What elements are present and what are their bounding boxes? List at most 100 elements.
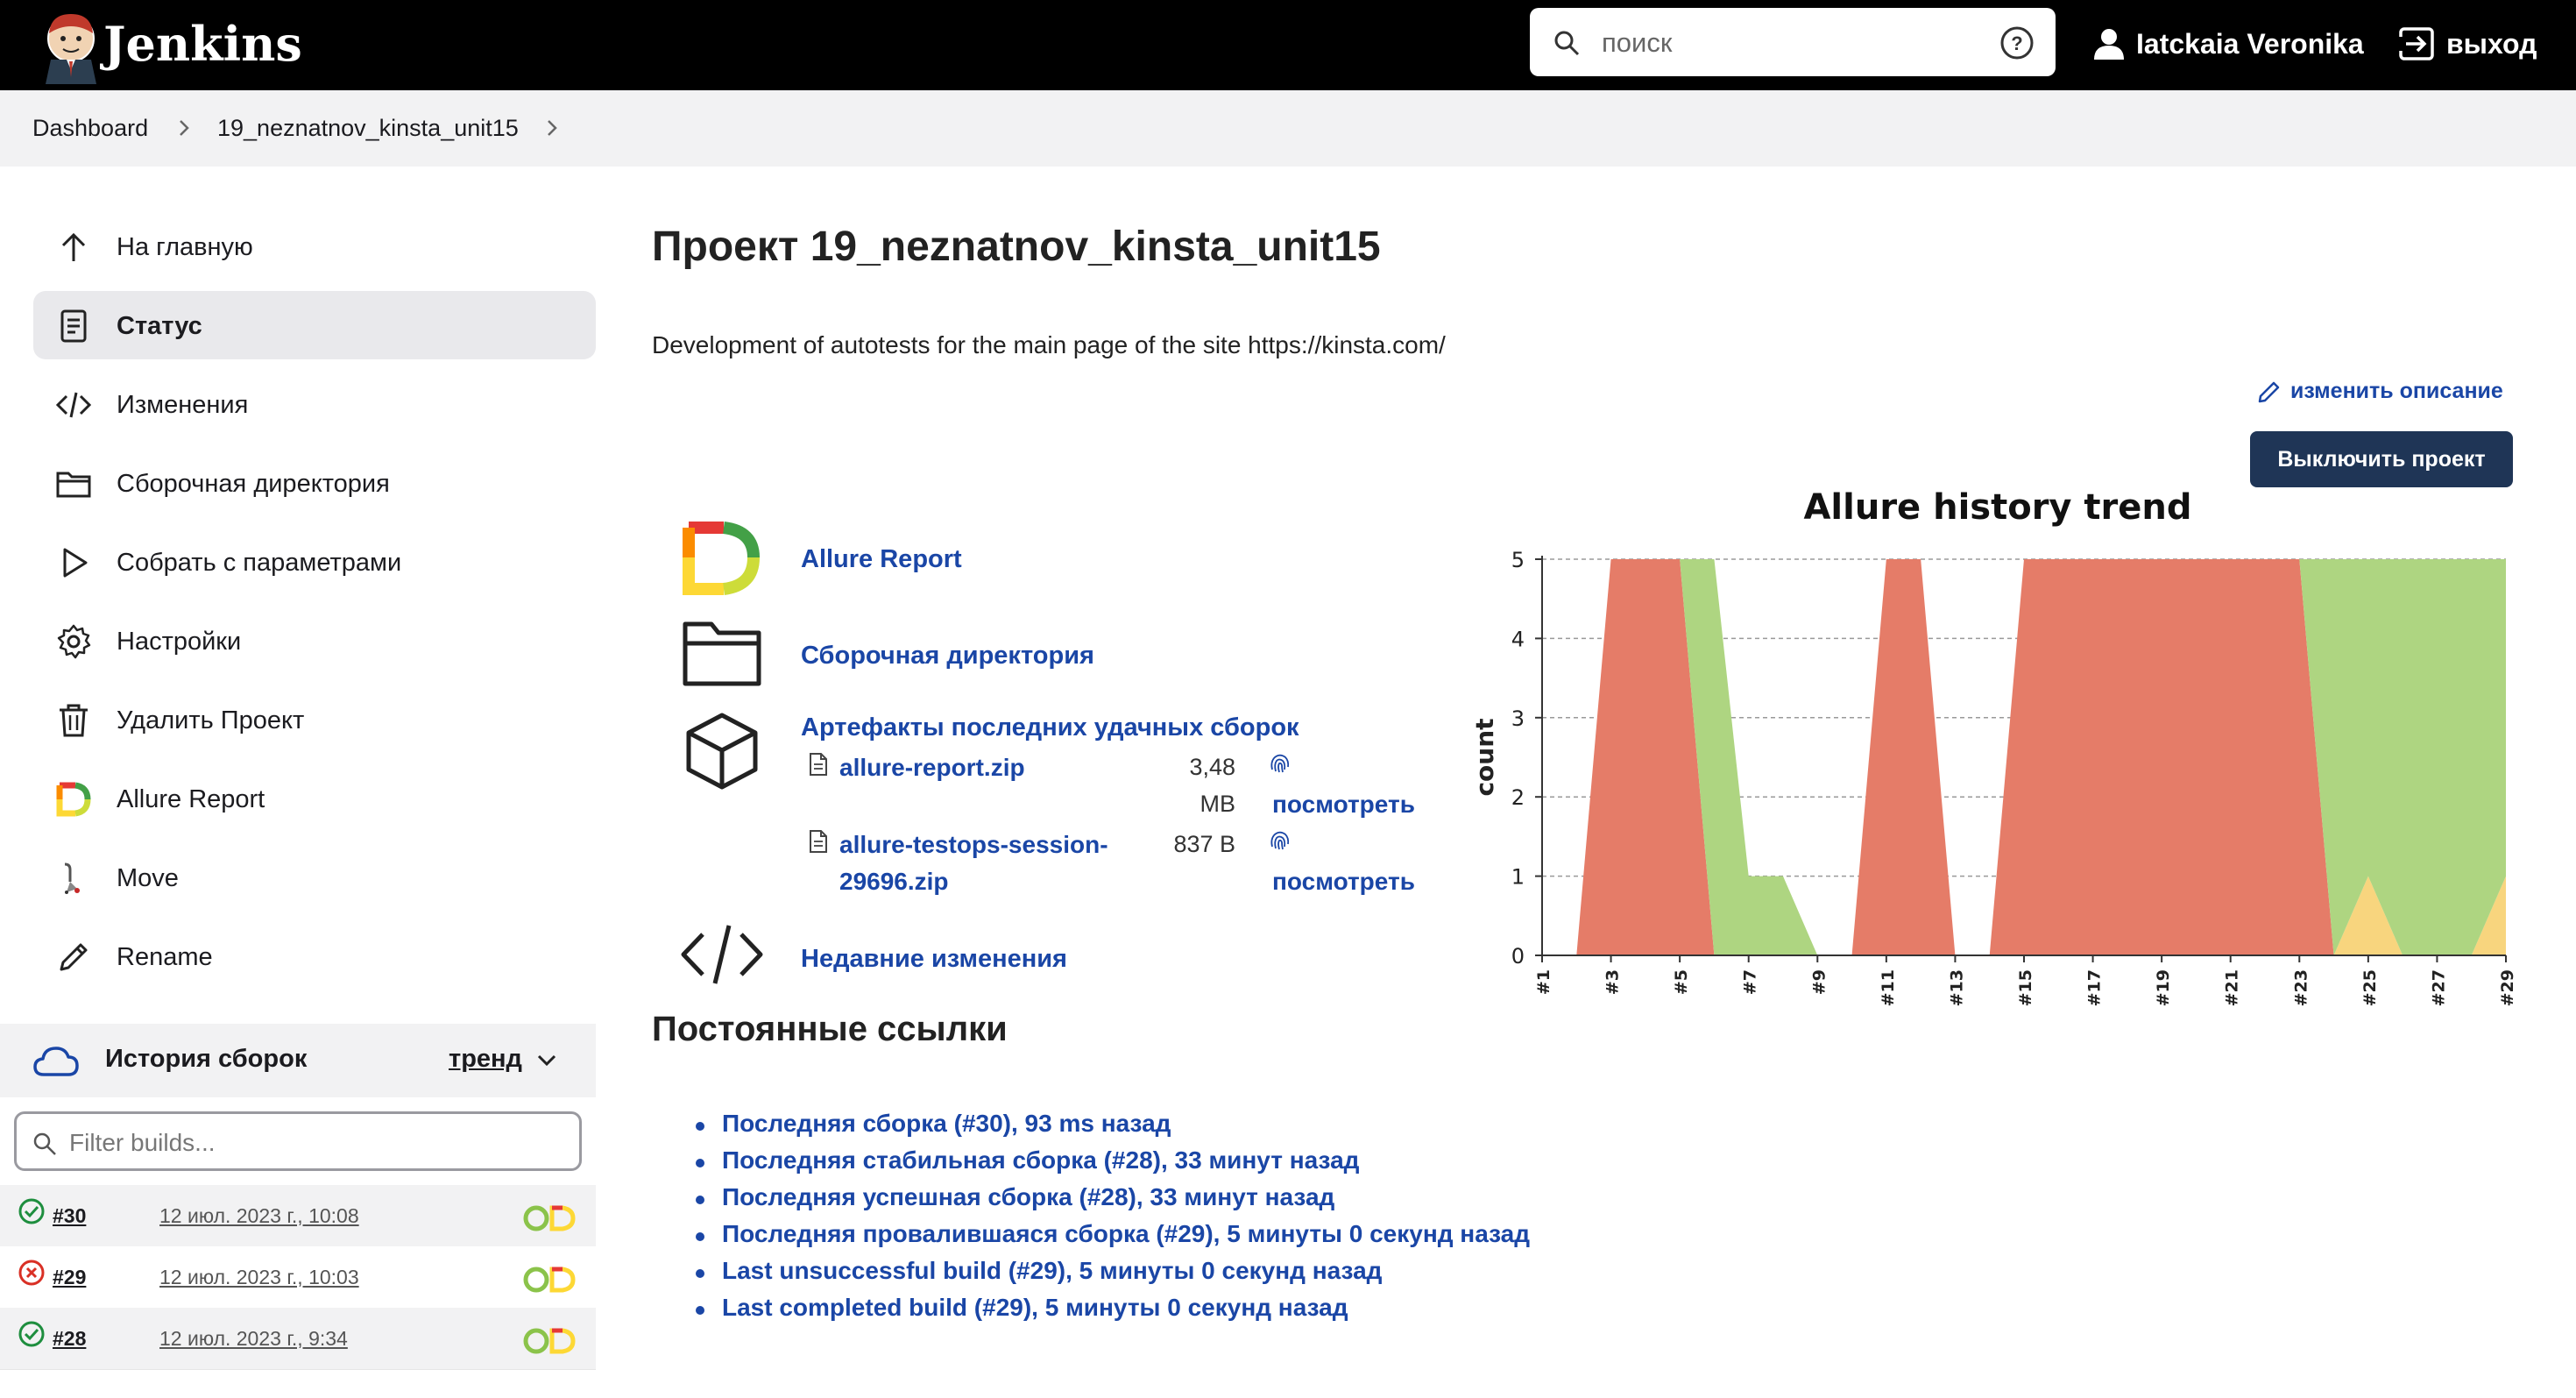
x-tick-label: #1 [1534, 969, 1553, 995]
y-tick-label: 4 [1511, 627, 1525, 651]
folder-icon[interactable] [680, 614, 764, 692]
sidebar-item-settings[interactable]: Настройки [33, 607, 596, 675]
permalink-item[interactable]: Последняя стабильная сборка (#28), 33 ми… [687, 1146, 1530, 1183]
page-title: Проект 19_neznatnov_kinsta_unit15 [652, 224, 1381, 270]
build-number-link[interactable]: #28 [53, 1327, 87, 1350]
chevron-down-icon[interactable] [536, 1054, 557, 1068]
artifact-size-unit: MB [1200, 791, 1236, 817]
x-tick-label: #27 [2429, 969, 2448, 1006]
sidebar-item-label: Allure Report [117, 785, 265, 813]
failure-icon [18, 1260, 45, 1286]
breadcrumb-project[interactable]: 19_neznatnov_kinsta_unit15 [217, 115, 519, 141]
trend-link[interactable]: тренд [449, 1045, 522, 1073]
sidebar-item-allure-report[interactable]: Allure Report [33, 764, 596, 833]
build-row[interactable]: #29 12 июл. 2023 г., 10:03 [0, 1246, 596, 1308]
allure-report-link[interactable]: Allure Report [801, 545, 962, 573]
permalink-item[interactable]: Last unsuccessful build (#29), 5 минуты … [687, 1257, 1530, 1294]
build-number-link[interactable]: #30 [53, 1204, 87, 1227]
logout-link[interactable]: выход [2399, 25, 2537, 63]
view-artifact-link[interactable]: посмотреть [1272, 868, 1415, 895]
y-tick-label: 0 [1511, 944, 1525, 969]
x-tick-label: #25 [2360, 969, 2380, 1006]
success-icon [18, 1321, 45, 1347]
sidebar-item-rename[interactable]: Rename [33, 922, 596, 990]
fingerprint-icon[interactable] [1267, 827, 1292, 852]
filter-builds-input[interactable] [67, 1123, 562, 1163]
sidebar-item-label: Удалить Проект [117, 706, 305, 734]
allure-report-icon[interactable] [680, 519, 764, 598]
x-tick-label: #29 [2498, 969, 2517, 1006]
edit-description-link[interactable]: изменить описание [2257, 379, 2503, 404]
permalink-item[interactable]: Последняя провалившаяся сборка (#29), 5 … [687, 1220, 1530, 1257]
arrow-up-icon [61, 232, 86, 261]
sidebar-item-label: Сборочная директория [117, 470, 390, 498]
artifact-name[interactable]: allure-testops-session- [839, 831, 1108, 858]
build-date-link[interactable]: 12 июл. 2023 г., 9:34 [159, 1327, 348, 1350]
breadcrumb-dashboard[interactable]: Dashboard [32, 115, 149, 141]
build-row[interactable]: #28 12 июл. 2023 г., 9:34 [0, 1308, 596, 1369]
user-menu[interactable]: Iatckaia Veronika [2094, 25, 2364, 63]
allure-badge-icon[interactable] [520, 1264, 577, 1295]
y-axis-label: count [1472, 718, 1499, 796]
fingerprint-icon[interactable] [1267, 750, 1292, 775]
permalinks-title: Постоянные ссылки [652, 1010, 1008, 1048]
gear-icon [57, 624, 91, 659]
build-date-link[interactable]: 12 июл. 2023 г., 10:08 [159, 1204, 359, 1227]
file-icon [810, 753, 827, 776]
search-input[interactable] [1600, 20, 1971, 66]
logout-label[interactable]: выход [2446, 27, 2537, 60]
sidebar-item-changes[interactable]: Изменения [33, 370, 596, 438]
code-icon [56, 392, 91, 418]
x-tick-label: #9 [1809, 969, 1829, 995]
y-tick-label: 2 [1511, 785, 1525, 810]
filter-builds-box[interactable] [14, 1111, 582, 1171]
svg-text:?: ? [2011, 32, 2022, 54]
sidebar-item-move[interactable]: Move [33, 843, 596, 912]
sidebar-item-status[interactable]: Статус [33, 291, 596, 359]
artifact-link-continued[interactable]: 29696.zip [839, 868, 949, 896]
allure-badge-icon[interactable] [520, 1325, 577, 1357]
y-tick-label: 3 [1511, 706, 1525, 731]
sidebar-item-workspace[interactable]: Сборочная директория [33, 449, 596, 517]
x-tick-label: #13 [1947, 969, 1966, 1006]
user-icon [2094, 29, 2124, 60]
workspace-link[interactable]: Сборочная директория [801, 642, 1094, 670]
x-tick-label: #17 [2085, 969, 2105, 1006]
build-row[interactable] [0, 1369, 596, 1398]
series-area-2 [1542, 559, 2506, 955]
build-date-link[interactable]: 12 июл. 2023 г., 10:03 [159, 1266, 359, 1288]
search-box[interactable]: ? [1530, 8, 2056, 76]
x-tick-label: #15 [2016, 969, 2035, 1006]
artifact-name[interactable]: 29696.zip [839, 868, 949, 895]
artifact-link[interactable]: allure-testops-session- [839, 831, 1108, 859]
sidebar-item-home[interactable]: На главную [33, 212, 596, 280]
build-number-link[interactable]: #29 [53, 1266, 87, 1288]
permalink-item[interactable]: Last completed build (#29), 5 минуты 0 с… [687, 1294, 1530, 1331]
build-row[interactable]: #30 12 июл. 2023 г., 10:08 [0, 1185, 596, 1246]
search-icon [33, 1132, 56, 1155]
disable-project-button[interactable]: Выключить проект [2250, 431, 2513, 487]
chevron-right-icon[interactable] [543, 117, 561, 139]
jenkins-brand[interactable]: Jenkins [103, 16, 302, 72]
file-icon [810, 830, 827, 853]
code-icon[interactable] [680, 915, 764, 994]
recent-changes-link[interactable]: Недавние изменения [801, 945, 1067, 973]
artifacts-link[interactable]: Артефакты последних удачных сборок [801, 713, 1299, 742]
sidebar-item-label: На главную [117, 233, 253, 261]
artifact-link[interactable]: allure-report.zip [839, 754, 1025, 782]
edit-description-label[interactable]: изменить описание [2290, 379, 2503, 403]
y-tick-label: 5 [1511, 548, 1525, 572]
artifact-name[interactable]: allure-report.zip [839, 754, 1025, 781]
jenkins-logo-icon[interactable] [32, 7, 110, 86]
help-icon[interactable]: ? [1999, 25, 2035, 60]
allure-history-trend-chart[interactable]: 0 1 2 3 4 5 #1 #3 #5 #7 #9 #11 #13 #15 #17 #19 #21 #23 #25… [1472, 473, 2523, 1034]
sidebar-item-delete-project[interactable]: Удалить Проект [33, 685, 596, 754]
allure-badge-icon[interactable] [520, 1203, 577, 1234]
permalink-item[interactable]: Последняя успешная сборка (#28), 33 мину… [687, 1183, 1530, 1220]
sidebar-item-build-with-params[interactable]: Собрать с параметрами [33, 528, 596, 596]
user-name[interactable]: Iatckaia Veronika [2136, 27, 2364, 60]
view-artifact-link[interactable]: посмотреть [1272, 791, 1415, 818]
permalink-item[interactable]: Последняя сборка (#30), 93 ms назад [687, 1110, 1530, 1146]
build-history-title: История сборок [105, 1045, 308, 1073]
search-icon [1554, 31, 1580, 56]
